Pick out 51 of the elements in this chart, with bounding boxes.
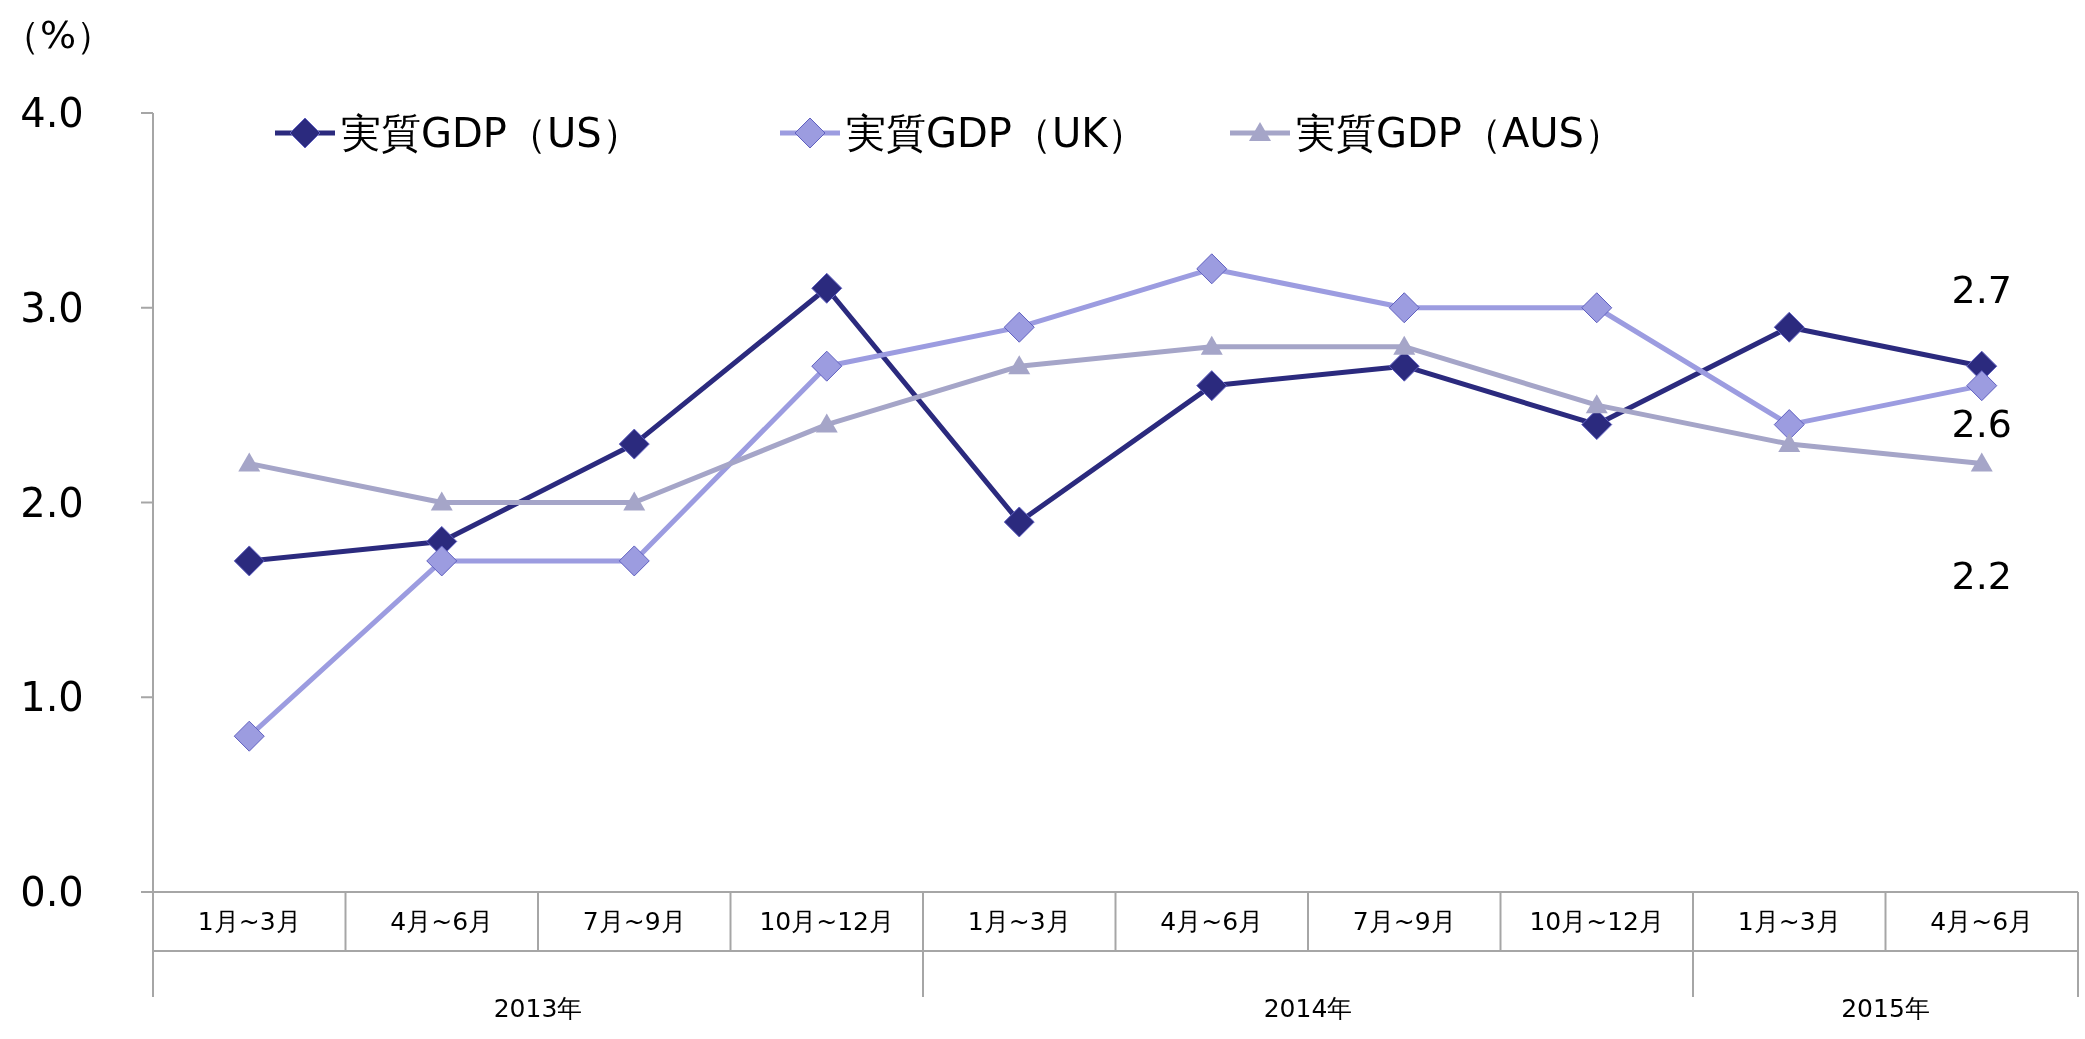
point	[811, 272, 843, 304]
y-tick-label: 0.0	[20, 869, 84, 915]
point	[233, 545, 265, 577]
x-tick-label: 4月~6月	[1930, 907, 2034, 936]
y-tick-label: 2.0	[20, 479, 84, 526]
x-tick-label: 10月~12月	[1529, 907, 1665, 936]
x-tick-label: 1月~3月	[1737, 907, 1841, 936]
point	[623, 491, 646, 511]
point	[426, 545, 458, 577]
point	[1581, 292, 1613, 324]
point	[1393, 335, 1416, 355]
y-axis-title: （%）	[1, 13, 115, 57]
x-tick-label: 10月~12月	[759, 907, 895, 936]
point	[1388, 292, 1420, 324]
point	[430, 491, 453, 511]
legend-label: 実質GDP（UK）	[846, 110, 1148, 156]
y-tick-label: 3.0	[20, 284, 84, 331]
y-tick-label: 1.0	[20, 674, 84, 721]
point	[618, 545, 650, 577]
x-tick-label: 4月~6月	[390, 907, 494, 936]
point	[1773, 409, 1805, 441]
point	[815, 413, 838, 433]
data-label: 2.6	[1951, 401, 2012, 446]
point	[1585, 394, 1608, 414]
data-label: 2.2	[1951, 553, 2012, 598]
point	[811, 350, 843, 382]
point	[618, 428, 650, 460]
point	[1778, 433, 1801, 453]
text: 2015年	[1841, 993, 1930, 1023]
point	[1008, 355, 1031, 375]
point	[1970, 452, 1993, 472]
point	[1003, 311, 1035, 343]
point	[1003, 506, 1035, 538]
text: 2013年	[493, 993, 583, 1023]
point	[1196, 253, 1228, 285]
x-tick-label: 7月~9月	[582, 907, 686, 936]
legend-label: 実質GDP（AUS）	[1296, 110, 1624, 156]
data-label: 2.7	[1951, 268, 2012, 313]
point	[238, 452, 261, 472]
x-tick-label: 1月~3月	[197, 907, 301, 936]
x-tick-label: 4月~6月	[1160, 907, 1264, 936]
x-tick-label: 7月~9月	[1352, 907, 1456, 936]
point	[1200, 335, 1223, 355]
x-tick-label: 1月~3月	[967, 907, 1071, 936]
text: 2014年	[1263, 993, 1353, 1023]
point	[1196, 370, 1228, 402]
point	[1773, 311, 1805, 343]
point	[1966, 370, 1998, 402]
y-tick-label: 4.0	[20, 90, 84, 136]
legend-label: 実質GDP（US）	[341, 110, 642, 156]
point	[233, 720, 265, 752]
